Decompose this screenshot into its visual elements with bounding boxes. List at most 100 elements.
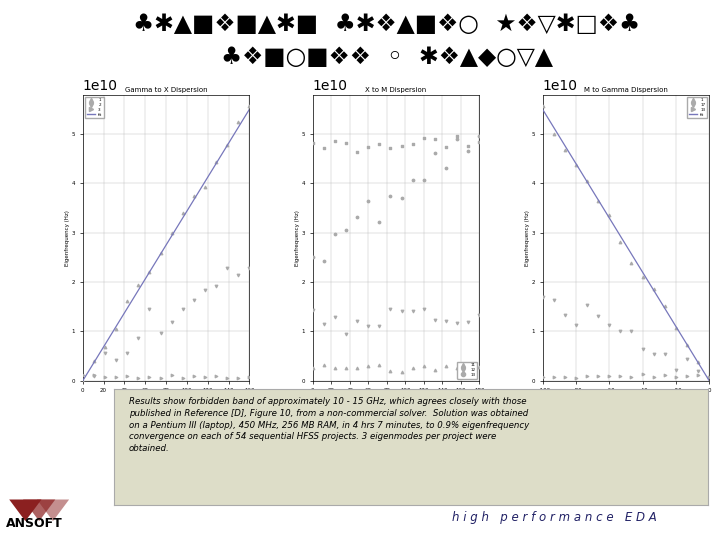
Point: [77, 377, 89, 386]
Point: [155, 374, 166, 382]
Point: [407, 364, 418, 373]
Y-axis label: Eigenfrequency (Hz): Eigenfrequency (Hz): [525, 210, 530, 266]
Point: [548, 129, 559, 138]
Point: [659, 370, 670, 379]
Point: [362, 197, 374, 206]
Point: [144, 267, 156, 276]
Point: [329, 230, 341, 239]
Point: [199, 373, 211, 381]
Point: [233, 271, 244, 280]
Point: [581, 372, 593, 381]
Text: Results show forbidden band of approximately 10 - 15 GHz, which agrees closely w: Results show forbidden band of approxima…: [129, 397, 529, 453]
Point: [648, 285, 660, 293]
Point: [384, 192, 396, 200]
Point: [440, 164, 451, 172]
Point: [451, 132, 463, 140]
Point: [418, 305, 430, 313]
Point: [177, 374, 189, 382]
Point: [626, 326, 637, 335]
Point: [396, 194, 408, 202]
X-axis label: Phase Change Between Walls: Phase Change Between Walls: [356, 396, 436, 401]
Point: [329, 313, 341, 321]
Point: [341, 226, 352, 235]
Point: [233, 373, 244, 382]
Point: [603, 372, 615, 381]
Point: [199, 286, 211, 294]
Point: [166, 318, 177, 326]
Point: [659, 301, 670, 310]
Point: [132, 280, 144, 289]
Point: [99, 348, 111, 357]
Point: [243, 373, 255, 381]
Point: [670, 323, 682, 332]
Point: [581, 301, 593, 309]
Point: [362, 362, 374, 370]
Point: [418, 176, 430, 184]
Point: [693, 358, 704, 367]
Point: [166, 228, 177, 237]
Point: [451, 135, 463, 144]
Point: [659, 350, 670, 359]
Point: [222, 374, 233, 382]
Point: [77, 391, 89, 400]
Point: [374, 361, 385, 369]
Point: [384, 304, 396, 313]
Point: [384, 144, 396, 153]
Point: [681, 372, 693, 380]
Legend: 1, 2, 3, fit: 1, 2, 3, fit: [85, 97, 104, 118]
Point: [681, 341, 693, 349]
Point: [329, 137, 341, 145]
Polygon shape: [9, 500, 42, 521]
Point: [144, 373, 156, 381]
X-axis label: Phase Change Between Walls: Phase Change Between Walls: [125, 396, 207, 401]
Point: [122, 296, 133, 305]
Point: [548, 373, 559, 381]
Point: [374, 322, 385, 330]
Point: [362, 143, 374, 151]
Point: [318, 319, 330, 328]
Point: [440, 362, 451, 370]
Point: [243, 264, 255, 273]
Point: [307, 306, 318, 315]
Point: [603, 321, 615, 330]
Point: [210, 372, 222, 381]
Title: X to M Dispersion: X to M Dispersion: [365, 87, 427, 93]
Text: ♣✱▲■❖■▲✱■  ♣✱❖▲■❖○  ★❖▽✱□❖♣: ♣✱▲■❖■▲✱■ ♣✱❖▲■❖○ ★❖▽✱□❖♣: [133, 12, 641, 36]
Point: [670, 365, 682, 374]
Point: [132, 374, 144, 382]
Legend: 11, 12, 13: 11, 12, 13: [457, 362, 477, 379]
Point: [144, 305, 156, 314]
Point: [615, 238, 626, 247]
Point: [703, 379, 715, 387]
Point: [559, 373, 570, 382]
Point: [626, 259, 637, 267]
Point: [341, 329, 352, 338]
Point: [636, 272, 648, 281]
Point: [341, 139, 352, 147]
Point: [462, 142, 474, 151]
Point: [537, 373, 549, 382]
Point: [132, 333, 144, 342]
Point: [155, 329, 166, 338]
Point: [537, 102, 549, 110]
Point: [307, 139, 318, 147]
Point: [351, 147, 363, 156]
Point: [166, 370, 177, 379]
Point: [429, 366, 441, 374]
Point: [396, 368, 408, 376]
Point: [351, 213, 363, 221]
Point: [615, 372, 626, 381]
Point: [429, 148, 441, 157]
Point: [429, 316, 441, 325]
Point: [210, 158, 222, 167]
Text: ANSOFT: ANSOFT: [6, 517, 63, 530]
Point: [177, 305, 189, 313]
Point: [407, 176, 418, 185]
Point: [199, 183, 211, 191]
Point: [222, 140, 233, 149]
Point: [396, 307, 408, 315]
Legend: 1, 17, 13, fit: 1, 17, 13, fit: [687, 97, 707, 118]
Point: [626, 373, 637, 381]
Polygon shape: [37, 500, 69, 521]
Point: [351, 364, 363, 373]
